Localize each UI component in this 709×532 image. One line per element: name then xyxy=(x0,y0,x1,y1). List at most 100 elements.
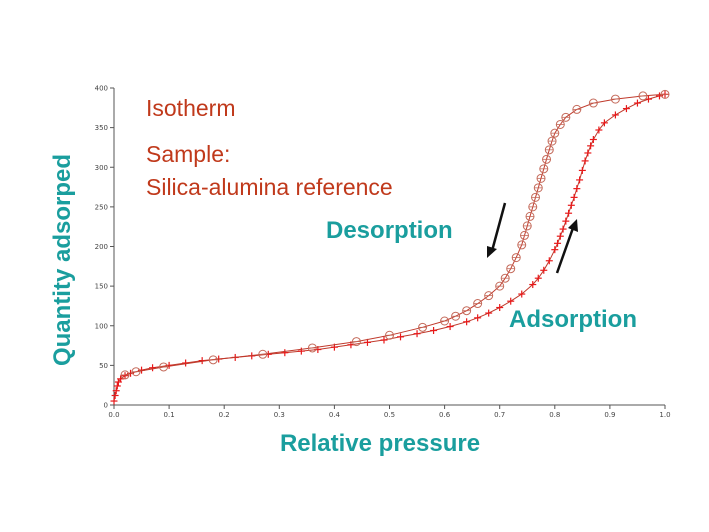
desorption-point xyxy=(440,316,450,326)
adsorption-point xyxy=(463,318,471,326)
desorption-point xyxy=(451,311,461,321)
adsorption-point xyxy=(540,266,548,274)
y-tick-label: 300 xyxy=(95,164,108,172)
desorption-point xyxy=(120,370,130,380)
desorption-point xyxy=(544,145,554,155)
x-axis-ticks: 0.0 0.1 0.2 0.3 0.4 0.5 0.6 0.7 0.8 0.9 1.0 xyxy=(108,405,671,419)
adsorption-point xyxy=(363,338,371,346)
y-tick-label: 350 xyxy=(95,124,108,132)
y-tick-label: 150 xyxy=(95,283,108,291)
adsorption-point xyxy=(297,347,305,355)
y-tick-label: 200 xyxy=(95,243,108,251)
desorption-point xyxy=(131,367,141,377)
desorption-point xyxy=(208,355,218,365)
desorption-point xyxy=(385,330,394,340)
adsorption-point xyxy=(633,99,641,107)
desorption-point xyxy=(351,337,361,347)
isotherm-label: Isotherm xyxy=(146,95,235,121)
adsorption-point xyxy=(556,232,564,240)
y-axis-ticks: 0 50 100 150 200 250 300 350 400 xyxy=(95,85,114,410)
adsorption-point xyxy=(559,225,567,233)
adsorption-point xyxy=(430,327,438,335)
desorption-point xyxy=(473,299,483,309)
adsorption-point xyxy=(111,391,119,399)
x-tick-label: 0.2 xyxy=(219,411,230,419)
adsorption-point xyxy=(565,209,573,217)
x-tick-label: 0.6 xyxy=(439,411,451,419)
adsorption-point xyxy=(655,92,663,100)
adsorption-label: Adsorption xyxy=(509,306,637,333)
desorption-point xyxy=(506,264,516,274)
desorption-point xyxy=(638,91,648,101)
y-tick-label: 400 xyxy=(95,85,108,93)
desorption-point xyxy=(610,94,620,104)
x-tick-label: 0.7 xyxy=(494,411,505,419)
adsorption-point xyxy=(413,330,421,338)
axes xyxy=(113,88,665,406)
adsorption-point xyxy=(576,176,584,184)
adsorption-point xyxy=(600,119,608,127)
adsorption-point xyxy=(518,290,526,298)
desorption-point xyxy=(536,173,546,183)
desorption-point xyxy=(511,253,521,263)
y-tick-label: 100 xyxy=(95,322,108,330)
sample-label: Sample: xyxy=(146,141,230,167)
desorption-point xyxy=(525,211,535,221)
desorption-point xyxy=(588,98,598,108)
adsorption-point xyxy=(554,239,562,247)
adsorption-point xyxy=(589,136,597,144)
adsorption-point xyxy=(551,246,559,254)
y-tick-label: 0 xyxy=(104,402,108,410)
adsorption-arrow xyxy=(555,219,578,274)
adsorption-point xyxy=(281,349,289,357)
plot-area xyxy=(110,89,670,405)
adsorption-point xyxy=(545,257,553,265)
adsorption-point xyxy=(507,297,515,305)
desorption-point xyxy=(531,192,541,202)
adsorption-point xyxy=(380,336,388,344)
desorption-point xyxy=(159,362,169,372)
desorption-point xyxy=(555,119,565,129)
adsorption-point xyxy=(485,309,493,317)
desorption-series xyxy=(120,89,670,380)
adsorption-series xyxy=(110,90,669,405)
desorption-point xyxy=(418,322,428,332)
adsorption-point xyxy=(474,314,482,322)
adsorption-point xyxy=(121,372,129,380)
adsorption-point xyxy=(496,304,504,312)
y-tick-label: 250 xyxy=(95,203,108,211)
adsorption-point xyxy=(149,364,157,372)
adsorption-point xyxy=(446,323,454,331)
adsorption-point xyxy=(587,142,595,150)
adsorption-point xyxy=(562,217,570,225)
desorption-point xyxy=(522,221,532,231)
x-tick-label: 0.1 xyxy=(164,411,175,419)
adsorption-point xyxy=(529,281,537,289)
y-tick-label: 50 xyxy=(99,362,108,370)
desorption-point xyxy=(495,281,505,291)
desorption-point xyxy=(258,349,268,359)
adsorption-point xyxy=(581,157,589,165)
adsorption-point xyxy=(595,126,603,134)
x-tick-label: 1.0 xyxy=(659,411,670,419)
desorption-point xyxy=(561,112,571,122)
adsorption-point xyxy=(578,166,586,174)
desorption-point xyxy=(550,128,560,138)
desorption-point xyxy=(307,343,317,353)
x-tick-label: 0.0 xyxy=(108,411,119,419)
adsorption-point xyxy=(112,387,120,395)
adsorption-point xyxy=(110,397,118,405)
desorption-point xyxy=(539,164,549,174)
desorption-point xyxy=(528,202,538,212)
adsorption-point xyxy=(622,105,630,113)
x-tick-label: 0.8 xyxy=(549,411,560,419)
x-tick-label: 0.9 xyxy=(604,411,615,419)
desorption-point xyxy=(519,230,529,240)
sample-name: Silica-alumina reference xyxy=(146,174,393,200)
x-tick-label: 0.5 xyxy=(384,411,395,419)
x-axis-title: Relative pressure xyxy=(280,430,480,457)
desorption-point xyxy=(484,291,494,301)
desorption-point xyxy=(547,136,557,146)
desorption-point xyxy=(533,183,543,193)
